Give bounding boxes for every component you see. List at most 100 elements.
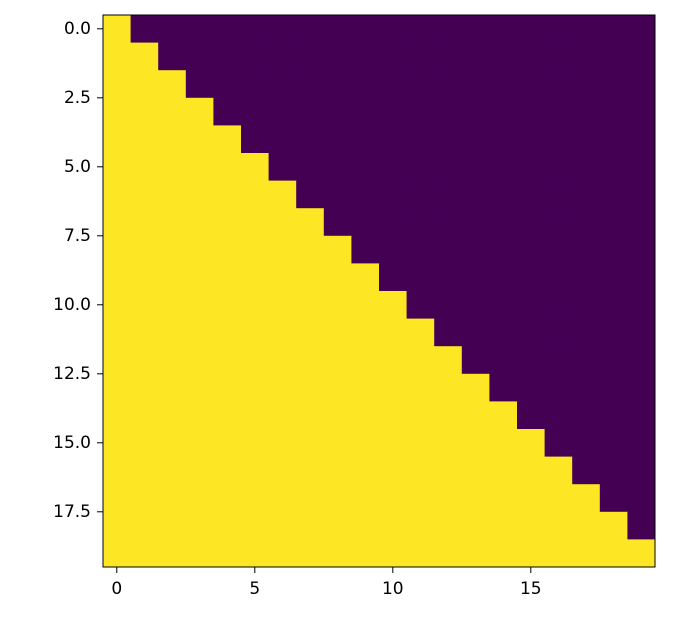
cell xyxy=(379,346,408,375)
cell xyxy=(241,153,270,182)
cell xyxy=(323,484,352,513)
cell xyxy=(296,456,325,485)
cell xyxy=(434,180,463,209)
cell xyxy=(351,153,380,182)
cell xyxy=(544,346,573,375)
cell xyxy=(599,511,628,540)
cell xyxy=(434,401,463,430)
cell xyxy=(185,539,214,568)
y-tick-label: 5.0 xyxy=(64,157,91,177)
cell xyxy=(572,15,601,44)
cell xyxy=(323,180,352,209)
cell xyxy=(627,456,656,485)
cell xyxy=(268,429,297,458)
cell xyxy=(241,373,270,402)
cell xyxy=(599,429,628,458)
cell xyxy=(185,456,214,485)
cell xyxy=(544,401,573,430)
cell xyxy=(572,373,601,402)
cell xyxy=(323,153,352,182)
cell xyxy=(406,235,435,264)
cell xyxy=(379,235,408,264)
cell xyxy=(268,153,297,182)
cell xyxy=(599,373,628,402)
cell xyxy=(158,318,187,347)
cell xyxy=(627,180,656,209)
cell xyxy=(158,511,187,540)
cell xyxy=(599,484,628,513)
cell xyxy=(379,125,408,154)
cell xyxy=(323,235,352,264)
cell xyxy=(158,70,187,99)
cell xyxy=(130,15,159,44)
cell xyxy=(296,373,325,402)
cell xyxy=(158,15,187,44)
cell xyxy=(323,539,352,568)
cell xyxy=(517,15,546,44)
cell xyxy=(572,401,601,430)
cell xyxy=(158,235,187,264)
cell xyxy=(158,125,187,154)
cell xyxy=(103,125,132,154)
cell xyxy=(517,484,546,513)
cell xyxy=(406,401,435,430)
cell xyxy=(627,208,656,237)
cell xyxy=(517,153,546,182)
cell xyxy=(434,373,463,402)
cell xyxy=(489,97,518,126)
cell xyxy=(627,539,656,568)
cell xyxy=(103,97,132,126)
cell xyxy=(599,97,628,126)
cell xyxy=(185,153,214,182)
cell xyxy=(351,539,380,568)
cell xyxy=(351,291,380,320)
cell xyxy=(351,456,380,485)
cell xyxy=(572,291,601,320)
cell xyxy=(351,15,380,44)
cell xyxy=(544,70,573,99)
cell xyxy=(351,42,380,71)
cell xyxy=(517,208,546,237)
cell xyxy=(185,235,214,264)
cell xyxy=(323,125,352,154)
cell xyxy=(544,97,573,126)
cell xyxy=(351,97,380,126)
cell xyxy=(434,429,463,458)
cell xyxy=(599,291,628,320)
cell xyxy=(544,42,573,71)
cell xyxy=(130,539,159,568)
cell xyxy=(185,291,214,320)
cell xyxy=(185,373,214,402)
y-tick-label: 7.5 xyxy=(64,226,91,246)
cell xyxy=(296,291,325,320)
cell xyxy=(379,511,408,540)
cell xyxy=(461,291,490,320)
x-tick-label: 5 xyxy=(249,579,260,599)
cell xyxy=(627,373,656,402)
cell xyxy=(434,70,463,99)
cell xyxy=(544,511,573,540)
cell xyxy=(130,318,159,347)
cell xyxy=(213,235,242,264)
cell xyxy=(379,42,408,71)
cell xyxy=(158,291,187,320)
cell xyxy=(599,318,628,347)
cell xyxy=(323,291,352,320)
cell xyxy=(406,97,435,126)
cell xyxy=(213,208,242,237)
cell xyxy=(461,346,490,375)
cell xyxy=(323,208,352,237)
cell xyxy=(213,346,242,375)
cell xyxy=(323,401,352,430)
cell xyxy=(213,511,242,540)
cell xyxy=(434,539,463,568)
x-tick-label: 0 xyxy=(111,579,122,599)
cell xyxy=(461,153,490,182)
cell xyxy=(406,373,435,402)
cell xyxy=(627,153,656,182)
cell xyxy=(461,15,490,44)
cell xyxy=(158,429,187,458)
cell xyxy=(130,511,159,540)
cell xyxy=(213,153,242,182)
cell xyxy=(323,42,352,71)
